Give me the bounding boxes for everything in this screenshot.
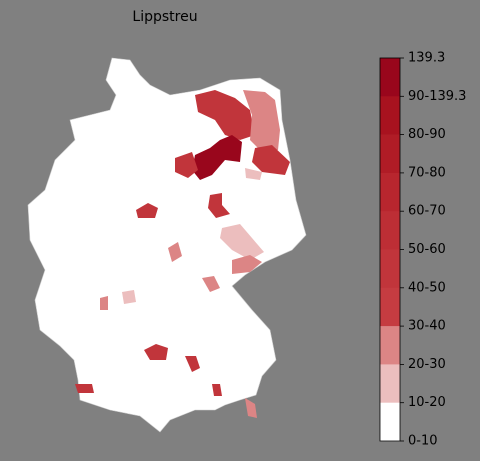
colorbar-tick-label: 10-20 [408,395,446,410]
colorbar-tick-label: 0-10 [408,434,438,449]
colorbar-segment [380,58,400,97]
colorbar-tick-label: 40-50 [408,280,446,295]
map-title: Lippstreu [132,9,197,25]
district [220,224,264,260]
colorbar-segment [380,402,400,442]
district [202,276,220,292]
colorbar-tick-label: 60-70 [408,204,446,219]
district [245,398,257,418]
district [144,344,168,360]
colorbar-segment [380,326,400,365]
colorbar-segment [380,134,400,174]
district [232,255,262,274]
colorbar-tick-label: 30-40 [408,319,446,334]
colorbar-tick-label: 80-90 [408,127,446,142]
colorbar-segment [380,172,400,212]
colorbar-segment [380,364,400,403]
colorbar-tick-label: 50-60 [408,242,446,257]
colorbar-segment [380,287,400,327]
district [192,135,242,180]
district [136,203,158,218]
district [168,242,182,262]
colorbar-segment [380,211,400,250]
district [243,90,280,150]
colorbar-tick-label: 139.3 [408,51,445,66]
district [195,90,255,140]
district [75,384,94,393]
district [122,290,136,304]
district [185,356,200,372]
district [100,296,108,310]
colorbar: 139.3 90-139.3 80-90 70-80 60-70 50-60 40-50 30… [379,51,466,449]
district [175,152,198,178]
district [252,145,290,175]
colored-districts [75,90,290,418]
colorbar-segment [380,96,400,135]
district [208,193,230,218]
colorbar-tick-label: 90-139.3 [408,89,466,104]
colorbar-segment [380,249,400,289]
germany-map [27,57,307,433]
colorbar-tick-label: 70-80 [408,165,446,180]
colorbar-tick-label: 20-30 [408,357,446,372]
district [212,384,222,396]
district [245,168,262,180]
